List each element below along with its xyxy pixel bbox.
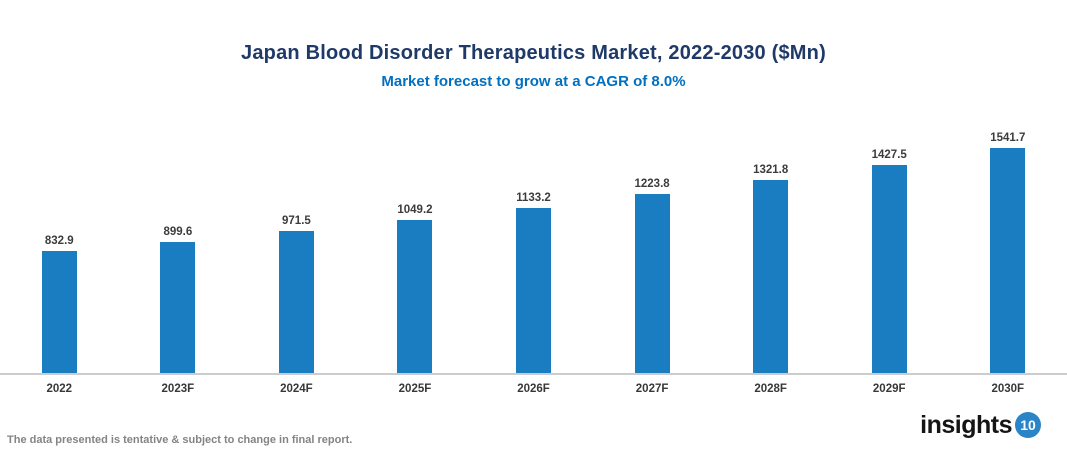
bar [160,242,196,373]
bar [397,220,433,373]
bar-value-label: 1133.2 [516,191,551,204]
x-axis-label: 2025F [398,383,432,395]
x-axis-label: 2027F [635,383,669,395]
bar-column: 1321.8 [711,100,830,373]
bar [41,251,77,373]
x-axis-label: 2026F [517,383,550,395]
chart-subtitle: Market forecast to grow at a CAGR of 8.0… [381,73,686,90]
bar-column: 1049.2 [356,100,475,373]
x-axis-label: 2022 [46,383,73,395]
bar [753,180,789,373]
x-axis-label: 2029F [872,383,906,395]
bar [990,148,1026,373]
bar-column: 1427.5 [830,100,949,373]
bar [516,208,552,373]
bar-value-label: 832.9 [44,234,74,247]
footer-disclaimer: The data presented is tentative & subjec… [7,433,353,446]
chart-plot: 832.9 899.6 971.5 1049.2 1133.2 1223.8 1321.8 1… [0,100,1067,375]
chart-title: Japan Blood Disorder Therapeutics Market… [241,42,826,64]
bar-value-label: 1223.8 [634,177,670,190]
bar-column: 1133.2 [474,100,593,373]
logo-badge-number: 10 [1020,417,1036,433]
bar-value-label: 899.6 [163,225,193,238]
x-axis-label: 2030F [991,383,1025,395]
logo-text: insights [920,410,1012,439]
bar-column: 832.9 [0,100,119,373]
bar-value-label: 1049.2 [397,203,433,216]
bar-column: 1541.7 [949,100,1067,373]
bar-value-label: 1541.7 [990,131,1026,144]
bar [871,165,907,373]
bar-value-label: 1427.5 [871,148,907,161]
bar [278,231,314,373]
bar-value-label: 1321.8 [753,163,789,176]
bar-value-label: 971.5 [282,214,311,227]
x-axis-labels: 2022 2023F 2024F 2025F 2026F 2027F 2028F 2029F 2… [0,377,1067,396]
x-axis-label: 2028F [754,383,787,395]
x-axis-label: 2024F [280,383,313,395]
x-axis-label: 2023F [161,383,195,395]
chart-header: Japan Blood Disorder Therapeutics Market… [0,0,1067,91]
logo-badge-circle: 10 [1015,412,1041,438]
insights10-logo: insights 10 [920,412,1041,438]
bar-column: 1223.8 [593,100,712,373]
bar-column: 899.6 [119,100,238,373]
bar [634,194,670,373]
bar-column: 971.5 [237,100,356,373]
